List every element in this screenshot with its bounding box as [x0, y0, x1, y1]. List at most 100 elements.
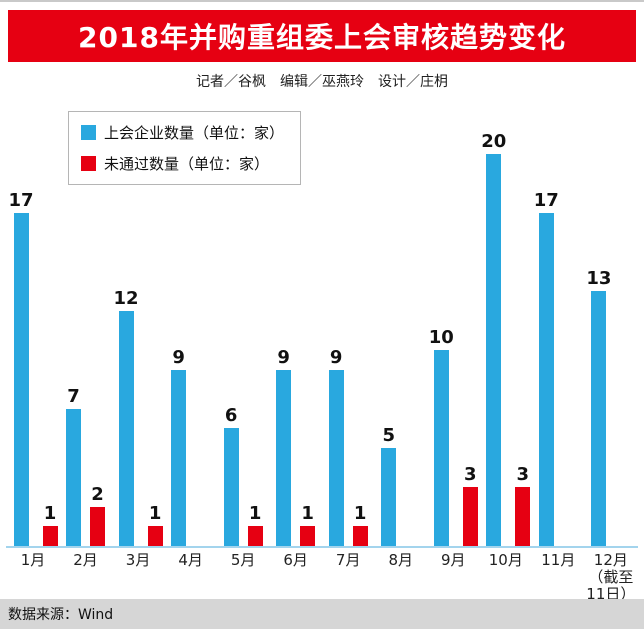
- top-divider: [0, 0, 644, 2]
- x-axis-label: 3月: [125, 551, 151, 569]
- bar-group: 12 1: [113, 287, 163, 546]
- bar-column: [195, 524, 210, 546]
- x-axis-label: 4月: [178, 551, 203, 569]
- bar-column: 17: [8, 189, 34, 546]
- blue-bar: [381, 448, 397, 546]
- bar-value-label: 20: [481, 131, 507, 152]
- bar-value-label: 1: [353, 503, 367, 525]
- x-axis-label: 9月: [440, 551, 466, 569]
- red-swatch-icon: [81, 156, 96, 171]
- bar-column: 17: [533, 189, 559, 546]
- blue-bar: [276, 369, 292, 546]
- bar-column: 5: [381, 425, 397, 546]
- bar-column: [405, 524, 420, 546]
- bar-column: 1: [42, 503, 58, 546]
- chart-plot: 17 1 7 2 12 1 9 6 1 9 1 9 1 5 10 3 20 3 17 13: [6, 89, 638, 546]
- x-axis-line: [6, 546, 638, 548]
- x-axis-label: 2月: [73, 551, 98, 569]
- bar-column: 1: [147, 503, 163, 546]
- x-axis-labels: 1月 2月 3月 4月 5月 6月 7月 8月 9月 10月 11月 12月 （截至 11日）: [6, 548, 638, 604]
- bar-column: [568, 524, 583, 546]
- bar-column: 20: [481, 132, 506, 546]
- bar-value-label: 12: [113, 287, 139, 309]
- bar-value-label: 1: [301, 503, 314, 525]
- x-axis-label: 7月: [335, 551, 361, 569]
- red-bar: [90, 506, 106, 546]
- bar-value-label: 1: [248, 503, 262, 525]
- chart-legend: 上会企业数量（单位：家） 未通过数量（单位：家）: [68, 111, 302, 185]
- header-banner: 2018年并购重组委上会审核趋势变化: [8, 10, 636, 62]
- bar-value-label: 2: [91, 483, 104, 505]
- bar-value-label: 6: [224, 405, 238, 427]
- bar-group: 5: [376, 426, 426, 546]
- x-axis-label: 5月: [230, 551, 256, 569]
- bar-value-label: 9: [329, 346, 343, 368]
- bar-value-label: 9: [277, 346, 290, 368]
- red-bar: [42, 526, 58, 546]
- bar-column: [620, 524, 635, 546]
- bar-chart: 上会企业数量（单位：家） 未通过数量（单位：家） 17 1 7 2 12 1 9 6 1 9 1 9 1 5…: [6, 89, 638, 604]
- bar-value-label: 5: [382, 425, 395, 446]
- bar-value-label: 1: [148, 503, 162, 525]
- legend-label: 未通过数量（单位：家）: [104, 155, 270, 173]
- bar-group: 17 1: [8, 189, 58, 546]
- bar-column: 1: [300, 503, 316, 546]
- red-bar: [462, 487, 478, 546]
- byline: 记者／谷枫 编辑／巫燕玲 设计／庄枂: [196, 74, 448, 90]
- x-axis-label: 11月: [541, 551, 576, 569]
- source-label: 数据来源：Wind: [8, 607, 114, 623]
- data-source-bar: 数据来源：Wind: [0, 599, 644, 629]
- bar-group: 17: [533, 189, 583, 546]
- bar-group: 10 3: [428, 328, 478, 546]
- red-bar: [247, 526, 263, 546]
- x-axis-label: 8月: [388, 551, 413, 569]
- blue-bar: [223, 428, 239, 546]
- red-bar: [352, 526, 368, 546]
- blue-bar: [591, 291, 607, 546]
- bar-column: 13: [586, 269, 611, 546]
- bar-column: 3: [462, 464, 478, 546]
- bar-value-label: 3: [464, 464, 477, 486]
- blue-bar: [13, 212, 29, 546]
- blue-bar: [171, 369, 187, 546]
- bar-group: 9: [166, 346, 216, 546]
- red-bar: [515, 487, 531, 546]
- blue-bar: [433, 350, 449, 546]
- legend-item: 未通过数量（单位：家）: [81, 153, 284, 174]
- x-axis-label: 12月 （截至 11日）: [586, 551, 636, 603]
- bar-value-label: 9: [172, 346, 185, 368]
- bar-value-label: 13: [586, 268, 612, 290]
- bar-column: 9: [328, 346, 344, 546]
- bar-column: 9: [171, 346, 187, 546]
- bar-group: 20 3: [481, 132, 531, 546]
- x-axis-label: 6月: [283, 551, 308, 569]
- blue-bar: [538, 212, 554, 546]
- blue-bar: [118, 310, 134, 546]
- bar-column: 9: [276, 346, 292, 546]
- legend-item: 上会企业数量（单位：家）: [81, 122, 284, 143]
- blue-bar: [328, 369, 344, 546]
- blue-swatch-icon: [81, 125, 96, 140]
- page-title: 2018年并购重组委上会审核趋势变化: [78, 21, 566, 54]
- bar-value-label: 7: [67, 385, 80, 407]
- bar-column: 12: [113, 287, 139, 546]
- blue-bar: [66, 408, 82, 546]
- bar-column: 1: [352, 503, 368, 546]
- bar-value-label: 1: [43, 503, 57, 525]
- bar-value-label: 10: [428, 327, 454, 348]
- x-axis-label: 1月: [20, 551, 46, 569]
- bar-group: 13: [586, 269, 636, 546]
- x-axis-label: 10月: [488, 551, 523, 569]
- bar-column: 7: [66, 385, 82, 546]
- bar-value-label: 3: [516, 464, 530, 486]
- blue-bar: [486, 154, 502, 546]
- bar-column: 2: [90, 483, 106, 546]
- bar-column: 6: [223, 405, 239, 546]
- red-bar: [300, 526, 316, 546]
- bar-value-label: 17: [533, 189, 559, 211]
- bar-value-label: 17: [8, 189, 34, 211]
